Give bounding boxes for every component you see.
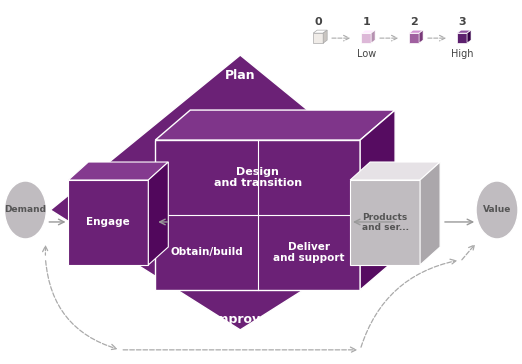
Text: Demand: Demand (4, 205, 46, 214)
Polygon shape (420, 162, 440, 265)
Polygon shape (361, 30, 375, 33)
Text: 3: 3 (458, 17, 466, 27)
Text: 1: 1 (362, 17, 370, 27)
Polygon shape (361, 33, 371, 43)
Text: Value: Value (483, 205, 511, 214)
Text: Deliver
and support: Deliver and support (273, 242, 345, 263)
Polygon shape (467, 30, 471, 43)
Polygon shape (457, 30, 471, 33)
Polygon shape (457, 33, 467, 43)
Text: Obtain/build: Obtain/build (170, 248, 243, 257)
Ellipse shape (476, 181, 518, 239)
Text: Plan: Plan (225, 68, 256, 82)
Text: 2: 2 (410, 17, 418, 27)
Polygon shape (350, 162, 440, 180)
Text: Improve: Improve (211, 313, 269, 327)
Polygon shape (350, 180, 420, 265)
Text: Design
and transition: Design and transition (213, 167, 302, 188)
Polygon shape (68, 162, 168, 180)
Polygon shape (148, 162, 168, 265)
Ellipse shape (5, 181, 46, 239)
Text: High: High (451, 49, 473, 59)
Polygon shape (323, 30, 327, 43)
Polygon shape (156, 110, 395, 140)
Polygon shape (409, 30, 423, 33)
Text: Products
and ser...: Products and ser... (362, 213, 409, 232)
Polygon shape (313, 33, 323, 43)
Polygon shape (409, 33, 419, 43)
Polygon shape (360, 110, 395, 290)
Polygon shape (51, 55, 430, 330)
Polygon shape (68, 180, 148, 265)
Polygon shape (419, 30, 423, 43)
Polygon shape (156, 140, 360, 290)
Text: 0: 0 (314, 17, 322, 27)
Text: Low: Low (357, 49, 376, 59)
Polygon shape (313, 30, 327, 33)
Polygon shape (371, 30, 375, 43)
Text: Engage: Engage (87, 217, 130, 228)
